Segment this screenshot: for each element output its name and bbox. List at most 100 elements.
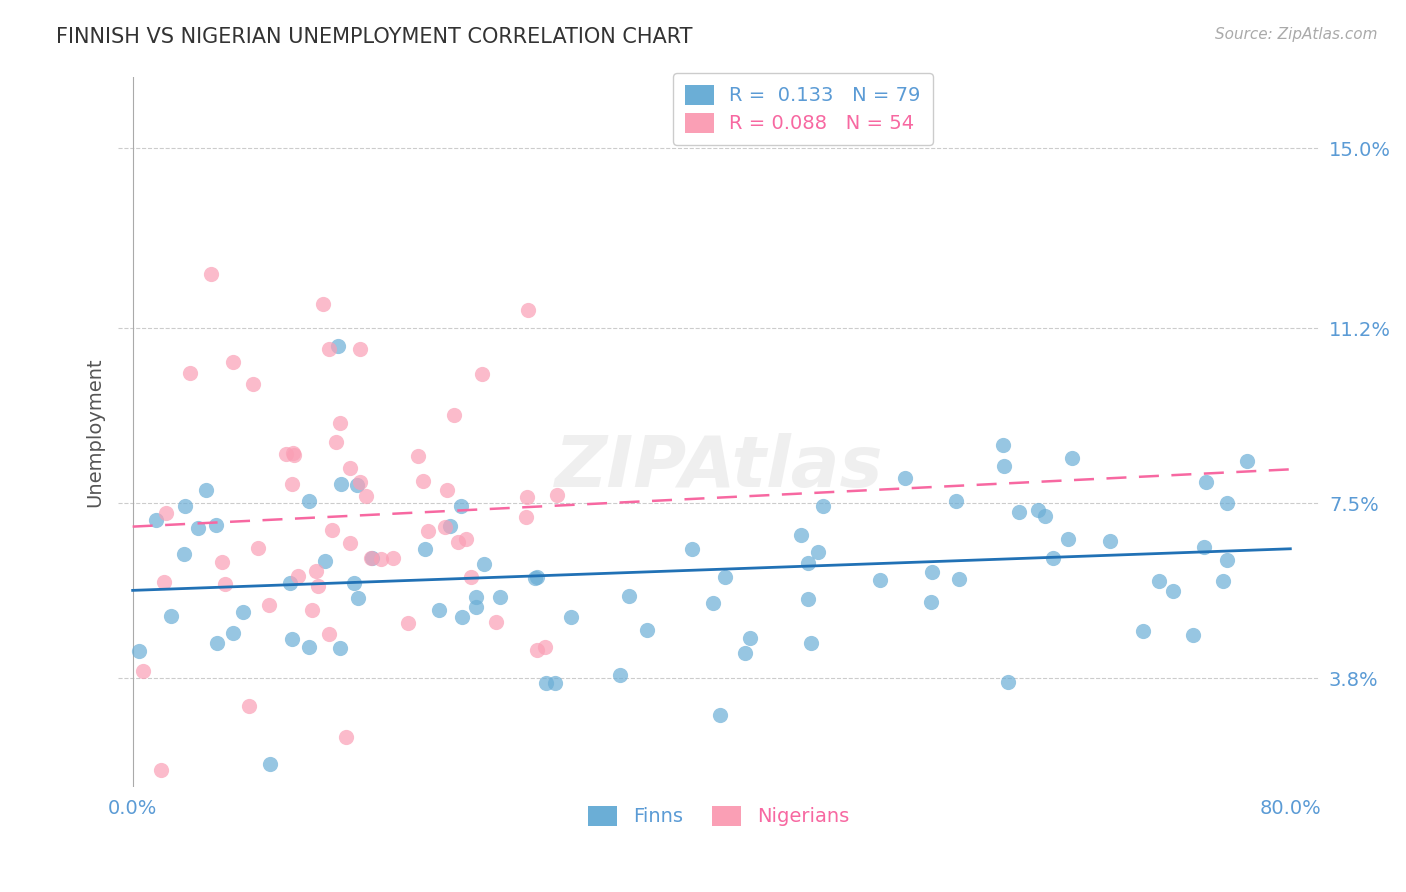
Point bbox=[1216, 553, 1239, 567]
Point bbox=[155, 506, 177, 520]
Point bbox=[361, 551, 384, 566]
Point bbox=[278, 576, 301, 591]
Point bbox=[325, 434, 347, 449]
Point bbox=[329, 640, 352, 655]
Point bbox=[526, 643, 548, 657]
Point bbox=[456, 532, 478, 546]
Point bbox=[1057, 532, 1080, 546]
Point bbox=[738, 631, 761, 645]
Point bbox=[416, 524, 439, 538]
Point bbox=[1195, 475, 1218, 489]
Point bbox=[301, 603, 323, 617]
Point bbox=[997, 675, 1019, 690]
Point bbox=[894, 471, 917, 485]
Point bbox=[335, 730, 357, 744]
Point bbox=[471, 367, 494, 381]
Point bbox=[238, 698, 260, 713]
Point bbox=[280, 632, 302, 646]
Point bbox=[211, 555, 233, 569]
Point bbox=[921, 565, 943, 579]
Point bbox=[356, 489, 378, 503]
Point bbox=[145, 513, 167, 527]
Point bbox=[259, 756, 281, 771]
Point bbox=[326, 339, 349, 353]
Point bbox=[516, 491, 538, 505]
Point bbox=[546, 488, 568, 502]
Y-axis label: Unemployment: Unemployment bbox=[86, 358, 104, 508]
Point bbox=[516, 302, 538, 317]
Point bbox=[153, 574, 176, 589]
Point bbox=[560, 610, 582, 624]
Point bbox=[343, 575, 366, 590]
Point bbox=[305, 564, 328, 578]
Point bbox=[489, 590, 512, 604]
Point bbox=[433, 520, 456, 534]
Point bbox=[195, 483, 218, 498]
Point bbox=[312, 297, 335, 311]
Point bbox=[1026, 502, 1049, 516]
Point bbox=[465, 591, 488, 605]
Point bbox=[439, 519, 461, 533]
Point bbox=[993, 438, 1015, 452]
Point bbox=[1132, 624, 1154, 638]
Point bbox=[443, 408, 465, 422]
Point bbox=[427, 603, 450, 617]
Point bbox=[232, 605, 254, 619]
Point bbox=[1182, 628, 1205, 642]
Point bbox=[318, 342, 340, 356]
Point bbox=[349, 342, 371, 356]
Point bbox=[1212, 574, 1234, 588]
Point bbox=[274, 447, 297, 461]
Point bbox=[242, 376, 264, 391]
Point bbox=[330, 477, 353, 491]
Point bbox=[396, 616, 419, 631]
Point bbox=[1033, 509, 1056, 524]
Point bbox=[948, 572, 970, 586]
Point bbox=[451, 610, 474, 624]
Text: FINNISH VS NIGERIAN UNEMPLOYMENT CORRELATION CHART: FINNISH VS NIGERIAN UNEMPLOYMENT CORRELA… bbox=[56, 27, 693, 46]
Point bbox=[382, 551, 405, 566]
Point bbox=[526, 570, 548, 584]
Point bbox=[128, 643, 150, 657]
Point bbox=[160, 608, 183, 623]
Legend: Finns, Nigerians: Finns, Nigerians bbox=[581, 798, 856, 834]
Point bbox=[993, 458, 1015, 473]
Point bbox=[257, 598, 280, 612]
Point bbox=[465, 600, 488, 615]
Text: ZIPAtlas: ZIPAtlas bbox=[554, 434, 883, 502]
Point bbox=[524, 571, 547, 585]
Point bbox=[246, 541, 269, 555]
Point bbox=[447, 534, 470, 549]
Point bbox=[636, 624, 658, 638]
Point bbox=[413, 541, 436, 556]
Point bbox=[1147, 574, 1170, 588]
Point bbox=[314, 554, 336, 568]
Point bbox=[1161, 583, 1184, 598]
Point bbox=[283, 446, 305, 460]
Point bbox=[1216, 496, 1239, 510]
Point bbox=[280, 476, 302, 491]
Point bbox=[205, 636, 228, 650]
Point bbox=[619, 589, 641, 603]
Point bbox=[339, 535, 361, 549]
Point bbox=[150, 763, 173, 777]
Point bbox=[283, 449, 305, 463]
Point bbox=[287, 568, 309, 582]
Point bbox=[1008, 505, 1031, 519]
Point bbox=[346, 477, 368, 491]
Point bbox=[205, 518, 228, 533]
Point bbox=[1099, 534, 1122, 549]
Point bbox=[347, 591, 370, 605]
Point bbox=[174, 499, 197, 513]
Point bbox=[800, 636, 823, 650]
Point bbox=[132, 664, 155, 678]
Point bbox=[681, 542, 703, 557]
Point bbox=[485, 615, 508, 629]
Point bbox=[796, 556, 818, 570]
Point bbox=[173, 547, 195, 561]
Text: Source: ZipAtlas.com: Source: ZipAtlas.com bbox=[1215, 27, 1378, 42]
Point bbox=[1192, 540, 1215, 554]
Point bbox=[734, 646, 756, 660]
Point bbox=[221, 355, 243, 369]
Point bbox=[412, 474, 434, 488]
